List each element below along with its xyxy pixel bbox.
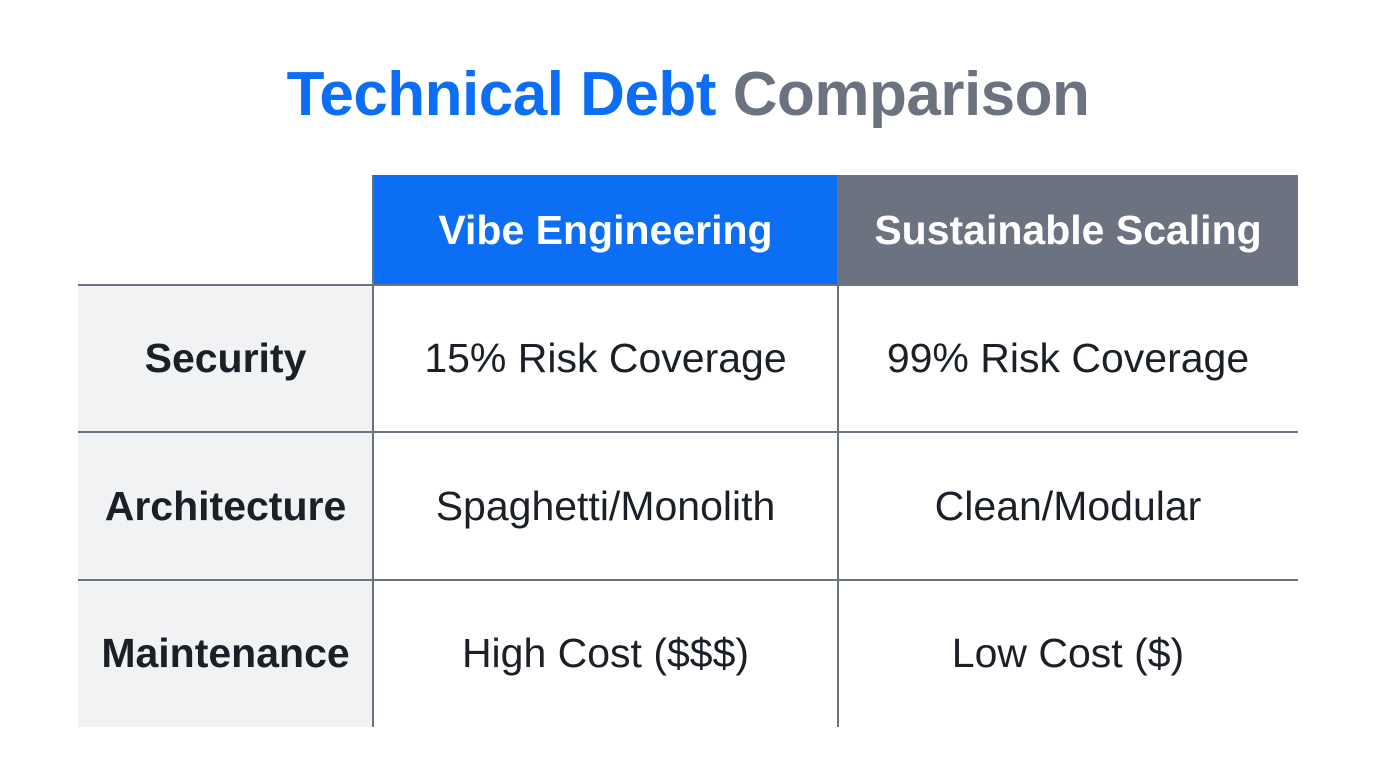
row-label: Architecture [104,482,347,529]
row-label-security: Security [78,285,373,432]
title-accent: Technical Debt [286,60,717,129]
page-title: Technical Debt Comparison [0,58,1376,132]
title-rest: Comparison [732,60,1090,129]
column-header-vibe-engineering: Vibe Engineering [373,175,838,285]
table-cell: High Cost ($$$) [373,580,838,727]
table-cell: Spaghetti/Monolith [373,432,838,580]
row-divider [78,431,1298,433]
column-divider [372,175,374,727]
cell-value: 15% Risk Coverage [424,335,787,381]
table-cell: 99% Risk Coverage [838,285,1298,432]
row-label-maintenance: Maintenance [78,580,373,727]
cell-value: Low Cost ($) [951,630,1185,676]
cell-value: Clean/Modular [934,482,1202,529]
column-header-label: Sustainable Scaling [874,206,1262,253]
column-header-sustainable-scaling: Sustainable Scaling [838,175,1298,285]
cell-value: 99% Risk Coverage [886,335,1250,381]
table-cell: Clean/Modular [838,432,1298,580]
cell-value: High Cost ($$$) [461,630,750,676]
row-divider [78,284,1298,286]
table-cell: Low Cost ($) [838,580,1298,727]
cell-value: Spaghetti/Monolith [435,482,776,529]
row-label: Maintenance [101,630,350,676]
column-header-label: Vibe Engineering [438,206,773,253]
row-divider [78,579,1298,581]
table-cell: 15% Risk Coverage [373,285,838,432]
row-label: Security [144,335,307,381]
row-label-architecture: Architecture [78,432,373,580]
column-divider [837,175,839,727]
